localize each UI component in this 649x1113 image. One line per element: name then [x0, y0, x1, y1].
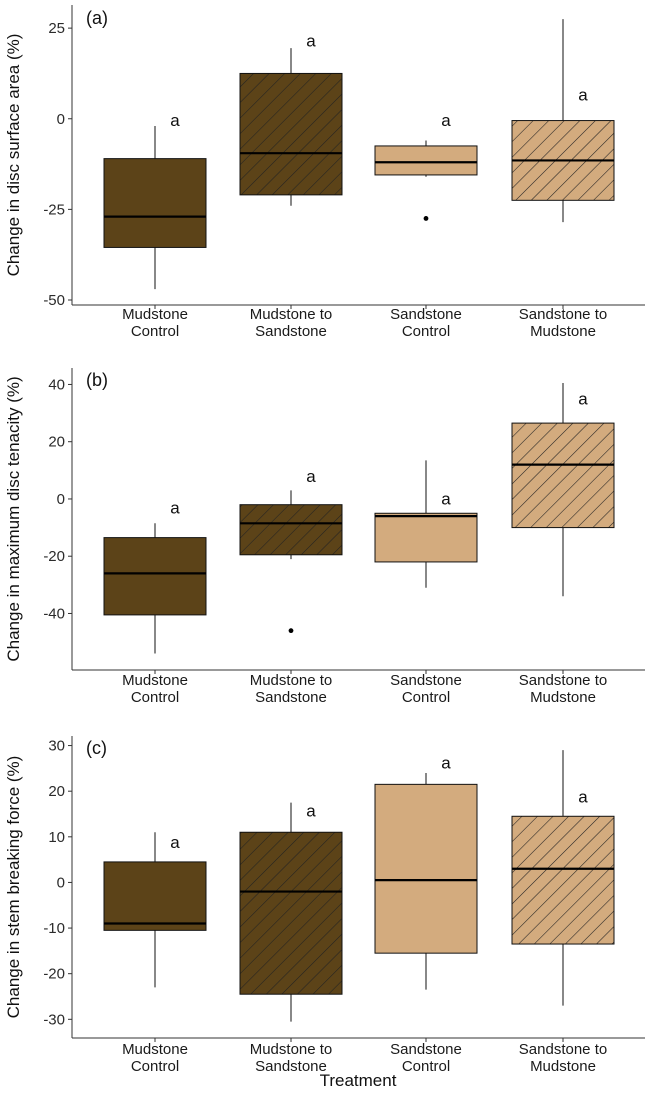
category-label-line1: Sandstone to: [519, 672, 607, 689]
y-tick-label: -10: [43, 920, 65, 937]
y-tick-label: 20: [48, 783, 65, 800]
y-tick-label: 30: [48, 738, 65, 755]
y-axis-title: Change in disc surface area (%): [4, 34, 23, 277]
category-label-line2: Mudstone: [530, 1058, 596, 1075]
iqr-box: [374, 512, 478, 563]
iqr-box: [239, 504, 343, 556]
y-tick-label: 0: [57, 491, 65, 508]
category-label-line1: Sandstone: [390, 306, 462, 323]
significance-label: a: [170, 111, 180, 130]
box-1: a: [103, 111, 207, 290]
box-3: a: [374, 111, 478, 221]
significance-label: a: [441, 753, 451, 772]
y-tick-label: 0: [57, 111, 65, 128]
significance-label: a: [578, 389, 588, 408]
significance-label: a: [441, 490, 451, 509]
y-tick-label: -20: [43, 548, 65, 565]
significance-label: a: [170, 498, 180, 517]
category-label-line2: Control: [402, 323, 450, 340]
box-1: a: [103, 498, 207, 654]
panel-b: 40 20 0 -20 -40 Change in maximum disc tenaci…: [4, 368, 645, 706]
panel-label: (b): [86, 370, 108, 390]
significance-label: a: [306, 31, 316, 50]
iqr-box: [511, 422, 615, 529]
significance-label: a: [578, 86, 588, 105]
category-label-line2: Sandstone: [255, 323, 327, 340]
category-label-line1: Sandstone to: [519, 306, 607, 323]
box-2: a: [239, 801, 343, 1022]
y-tick-label: 10: [48, 829, 65, 846]
box-2: a: [239, 467, 343, 634]
category-label-line2: Control: [402, 689, 450, 706]
iqr-box: [239, 72, 343, 196]
iqr-box: [239, 831, 343, 995]
category-label-line1: Sandstone: [390, 672, 462, 689]
x-axis-title: Treatment: [320, 1071, 397, 1090]
y-tick-label: 0: [57, 874, 65, 891]
y-tick-label: -50: [43, 292, 65, 309]
box-3: a: [374, 460, 478, 588]
outlier-point: [423, 216, 429, 221]
category-label-line2: Sandstone: [255, 689, 327, 706]
iqr-box: [103, 861, 207, 931]
outlier-point: [288, 628, 294, 634]
significance-label: a: [578, 788, 588, 807]
box-1: a: [103, 832, 207, 988]
y-tick-label: -20: [43, 966, 65, 983]
category-label-line2: Sandstone: [255, 1058, 327, 1075]
significance-label: a: [170, 833, 180, 852]
category-label-line1: Mudstone: [122, 672, 188, 689]
iqr-box: [374, 783, 478, 954]
panel-label: (c): [86, 738, 107, 758]
y-tick-label: 40: [48, 376, 65, 393]
iqr-box: [511, 815, 615, 945]
iqr-box: [103, 158, 207, 248]
category-label-line1: Sandstone: [390, 1041, 462, 1058]
category-label-line2: Mudstone: [530, 689, 596, 706]
significance-label: a: [306, 801, 316, 820]
category-label-line1: Mudstone to: [250, 306, 333, 323]
y-tick-label: 20: [48, 434, 65, 451]
significance-label: a: [441, 111, 451, 130]
category-label-line1: Mudstone: [122, 306, 188, 323]
box-4: a: [511, 383, 615, 597]
y-axis-title: Change in maximum disc tenacity (%): [4, 376, 23, 661]
y-tick-label: -25: [43, 201, 65, 218]
iqr-box: [374, 145, 478, 176]
category-label-line2: Control: [131, 323, 179, 340]
panel-a: 25 0 -25 -50 Change in disc surface area (%)…: [4, 5, 645, 340]
significance-label: a: [306, 467, 316, 486]
y-tick-label: 25: [48, 20, 65, 37]
box-3: a: [374, 753, 478, 990]
category-label-line1: Mudstone to: [250, 672, 333, 689]
category-label-line2: Control: [402, 1058, 450, 1075]
y-axis-title: Change in stem breaking force (%): [4, 756, 23, 1019]
box-2: a: [239, 31, 343, 206]
category-label-line1: Mudstone to: [250, 1041, 333, 1058]
category-label-line2: Control: [131, 1058, 179, 1075]
category-label-line1: Mudstone: [122, 1041, 188, 1058]
category-label-line2: Mudstone: [530, 323, 596, 340]
category-label-line1: Sandstone to: [519, 1041, 607, 1058]
box-4: a: [511, 19, 615, 223]
y-tick-label: -40: [43, 605, 65, 622]
panel-label: (a): [86, 8, 108, 28]
box-4: a: [511, 750, 615, 1006]
panel-c: 30 20 10 0 -10 -20 -30 Change in stem breaking …: [4, 736, 645, 1075]
iqr-box: [103, 537, 207, 616]
category-label-line2: Control: [131, 689, 179, 706]
y-tick-label: -30: [43, 1011, 65, 1028]
